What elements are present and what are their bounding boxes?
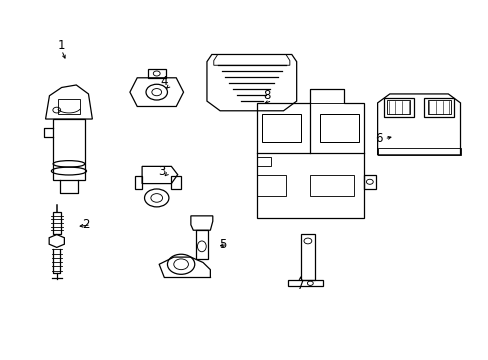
Text: 6: 6 (374, 132, 382, 145)
Text: 4: 4 (160, 75, 167, 88)
Text: 1: 1 (58, 39, 65, 52)
Text: 7: 7 (296, 279, 304, 292)
Text: 2: 2 (82, 218, 90, 231)
Text: 5: 5 (219, 238, 226, 251)
Text: 3: 3 (158, 165, 165, 177)
Text: 8: 8 (262, 89, 269, 102)
